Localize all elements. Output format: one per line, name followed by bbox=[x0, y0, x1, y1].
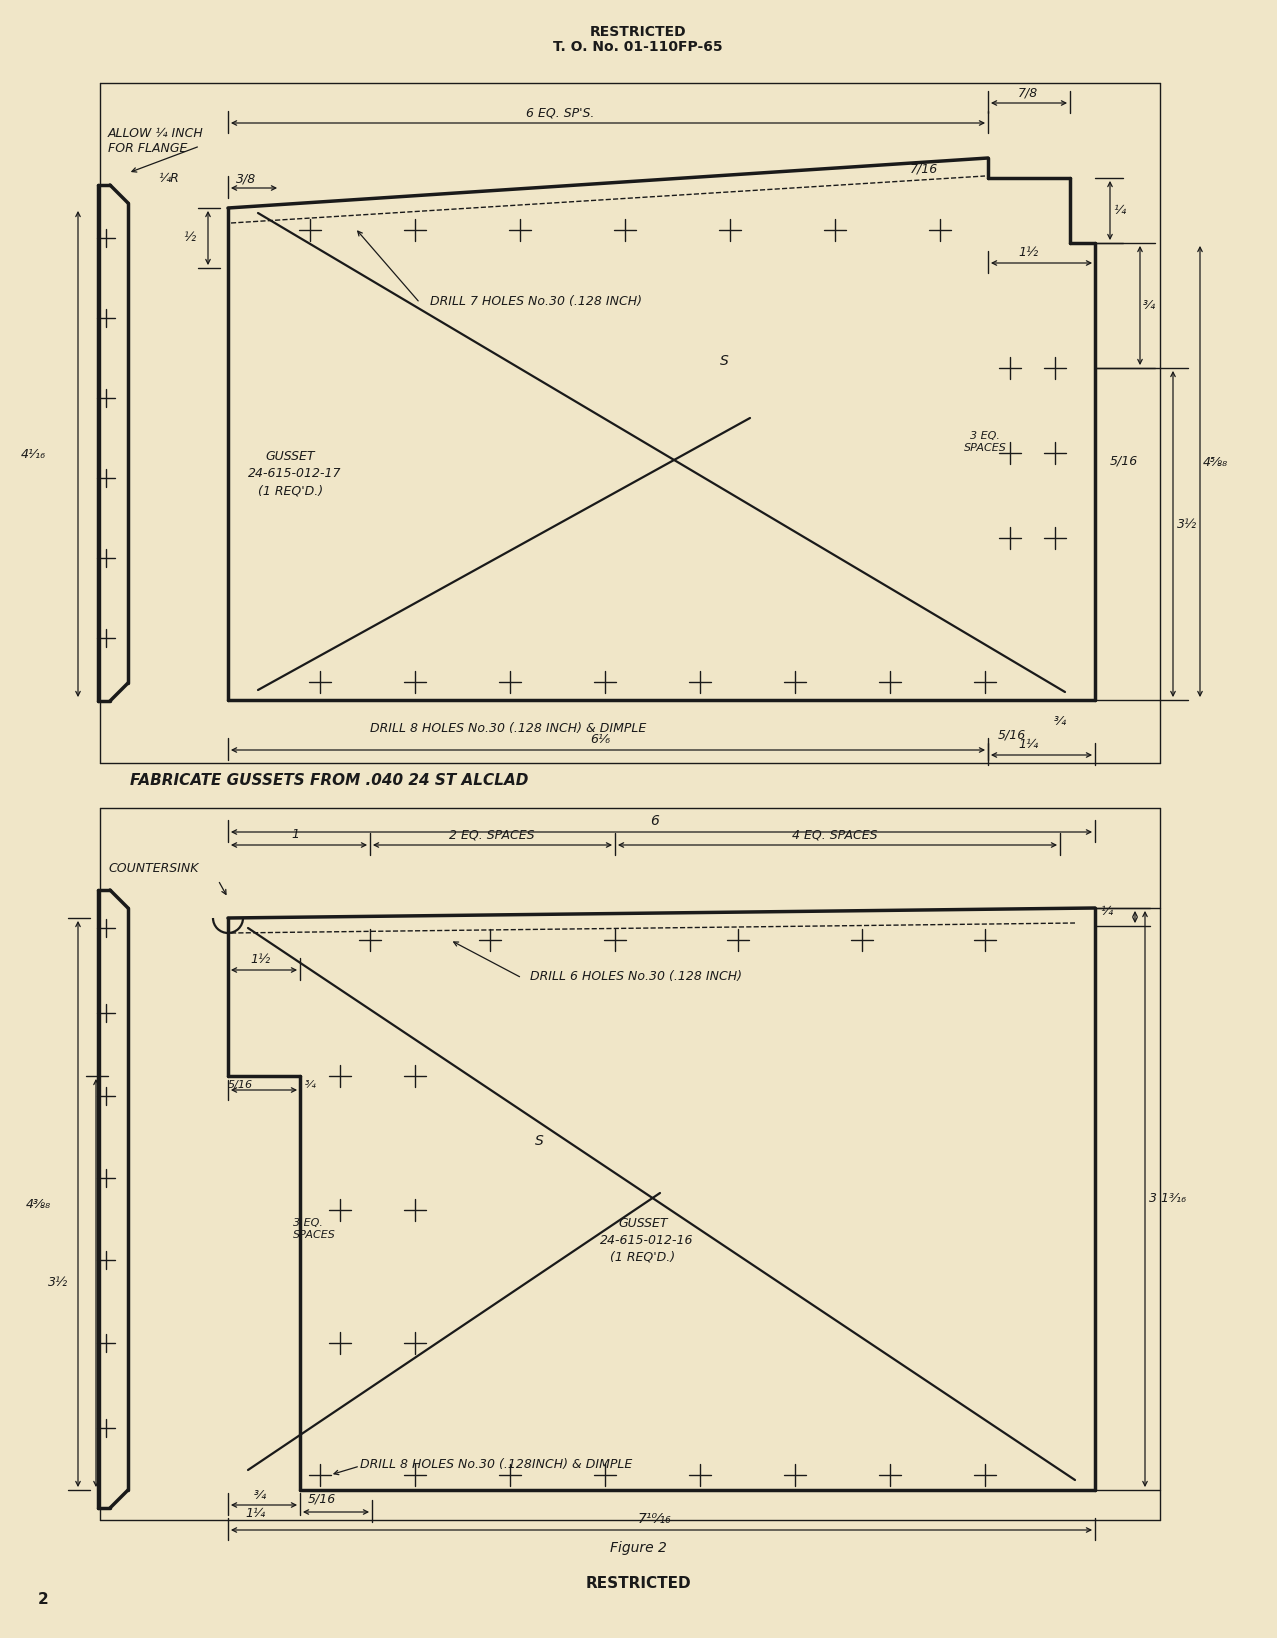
Text: 2: 2 bbox=[38, 1592, 49, 1607]
Text: 2 EQ. SPACES: 2 EQ. SPACES bbox=[450, 827, 535, 840]
Text: 6 EQ. SP'S.: 6 EQ. SP'S. bbox=[526, 106, 594, 120]
Text: COUNTERSINK: COUNTERSINK bbox=[109, 862, 198, 875]
Text: ¾: ¾ bbox=[1054, 716, 1066, 727]
Text: 5/16: 5/16 bbox=[1110, 455, 1138, 468]
Text: Figure 2: Figure 2 bbox=[609, 1541, 667, 1554]
Text: 4⅜₈: 4⅜₈ bbox=[26, 1197, 51, 1210]
Text: 3 1³⁄₁₆: 3 1³⁄₁₆ bbox=[1149, 1192, 1186, 1206]
Text: 1½: 1½ bbox=[250, 953, 269, 966]
Text: ¼: ¼ bbox=[1099, 906, 1112, 917]
Text: S: S bbox=[535, 1133, 544, 1148]
Text: ¼R: ¼R bbox=[158, 172, 179, 185]
Text: FOR FLANGE: FOR FLANGE bbox=[109, 143, 188, 156]
Text: 3½: 3½ bbox=[1177, 518, 1197, 531]
Text: 4¹⁄₁₆: 4¹⁄₁₆ bbox=[20, 447, 46, 460]
Text: 3½: 3½ bbox=[49, 1276, 68, 1289]
Text: FABRICATE GUSSETS FROM .040 24 ST ALCLAD: FABRICATE GUSSETS FROM .040 24 ST ALCLAD bbox=[130, 773, 529, 788]
Text: (1 REQ'D.): (1 REQ'D.) bbox=[258, 483, 323, 496]
Text: GUSSET: GUSSET bbox=[618, 1217, 668, 1230]
Text: 3 EQ.
SPACES: 3 EQ. SPACES bbox=[964, 431, 1006, 454]
Text: 7/8: 7/8 bbox=[1018, 87, 1038, 98]
Text: 7/16: 7/16 bbox=[911, 162, 939, 175]
Text: (1 REQ'D.): (1 REQ'D.) bbox=[610, 1251, 676, 1265]
Text: 6⅟₆: 6⅟₆ bbox=[590, 732, 610, 745]
Text: 5/16: 5/16 bbox=[229, 1079, 253, 1089]
Text: ¾: ¾ bbox=[1143, 300, 1156, 313]
Text: DRILL 8 HOLES No.30 (.128 INCH) & DIMPLE: DRILL 8 HOLES No.30 (.128 INCH) & DIMPLE bbox=[370, 722, 646, 735]
Text: ¾: ¾ bbox=[305, 1079, 315, 1089]
Text: 1½: 1½ bbox=[1018, 246, 1038, 259]
Text: RESTRICTED: RESTRICTED bbox=[585, 1576, 691, 1590]
Text: RESTRICTED: RESTRICTED bbox=[590, 25, 686, 39]
Text: 5/16: 5/16 bbox=[308, 1492, 336, 1505]
Text: 1¼: 1¼ bbox=[245, 1507, 266, 1520]
Text: 7¹⁰⁄₁₆: 7¹⁰⁄₁₆ bbox=[638, 1512, 672, 1527]
Text: ¾: ¾ bbox=[254, 1489, 266, 1502]
Text: 6: 6 bbox=[650, 814, 659, 827]
Text: ¼: ¼ bbox=[1114, 205, 1125, 218]
Text: DRILL 7 HOLES No.30 (.128 INCH): DRILL 7 HOLES No.30 (.128 INCH) bbox=[430, 295, 642, 308]
Text: DRILL 8 HOLES No.30 (.128INCH) & DIMPLE: DRILL 8 HOLES No.30 (.128INCH) & DIMPLE bbox=[360, 1458, 632, 1471]
Text: DRILL 6 HOLES No.30 (.128 INCH): DRILL 6 HOLES No.30 (.128 INCH) bbox=[530, 970, 742, 983]
Text: ½: ½ bbox=[183, 231, 195, 244]
Text: 4⅝₈: 4⅝₈ bbox=[1203, 455, 1228, 468]
Text: 4 EQ. SPACES: 4 EQ. SPACES bbox=[792, 827, 877, 840]
Text: S: S bbox=[720, 354, 729, 369]
Text: 3/8: 3/8 bbox=[236, 172, 257, 185]
Text: T. O. No. 01-110FP-65: T. O. No. 01-110FP-65 bbox=[553, 39, 723, 54]
Text: 1: 1 bbox=[291, 827, 299, 840]
Text: 24-615-012-16: 24-615-012-16 bbox=[600, 1233, 693, 1247]
Text: 1¼: 1¼ bbox=[1018, 739, 1038, 750]
Text: ALLOW ¼ INCH: ALLOW ¼ INCH bbox=[109, 128, 204, 139]
Text: 3 EQ.
SPACES: 3 EQ. SPACES bbox=[292, 1219, 336, 1240]
Text: 5/16: 5/16 bbox=[999, 729, 1027, 742]
Text: 24-615-012-17: 24-615-012-17 bbox=[248, 467, 341, 480]
Text: GUSSET: GUSSET bbox=[266, 450, 314, 464]
